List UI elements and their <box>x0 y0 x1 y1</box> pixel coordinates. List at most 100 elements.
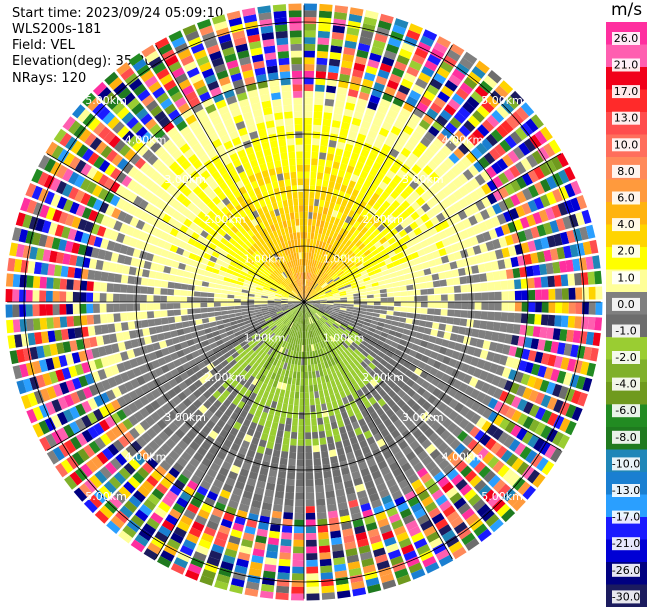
range-gate <box>343 480 354 489</box>
range-gate <box>477 447 489 460</box>
range-gate <box>229 152 239 162</box>
range-gate <box>126 285 134 294</box>
range-gate <box>214 246 223 254</box>
range-gate <box>388 484 400 495</box>
range-gate <box>192 79 206 90</box>
range-gate <box>346 326 353 333</box>
range-gate <box>565 420 577 436</box>
range-gate <box>350 332 358 339</box>
range-gate <box>234 564 248 575</box>
range-gate <box>500 449 513 463</box>
range-gate <box>235 264 244 271</box>
range-gate <box>485 372 495 384</box>
range-gate <box>313 253 317 261</box>
range-gate <box>241 254 250 261</box>
range-gate <box>128 78 143 91</box>
range-gate <box>44 191 55 205</box>
range-gate <box>254 304 262 308</box>
range-gate <box>367 198 376 207</box>
range-gate <box>379 524 392 535</box>
range-gate <box>319 369 324 377</box>
range-gate <box>527 199 538 213</box>
range-gate <box>229 260 238 268</box>
range-gate <box>272 380 279 388</box>
range-gate <box>116 396 127 408</box>
range-gate <box>124 340 133 350</box>
range-gate <box>113 374 124 386</box>
range-gate <box>137 337 146 347</box>
range-gate <box>449 43 465 56</box>
range-gate <box>128 266 137 276</box>
range-gate <box>338 243 345 251</box>
range-gate <box>309 385 314 392</box>
range-gate <box>345 271 353 277</box>
range-gate <box>369 442 379 452</box>
range-gate <box>272 351 279 359</box>
range-gate <box>469 518 484 532</box>
range-gate <box>105 429 117 442</box>
range-gate <box>237 277 245 283</box>
range-gate <box>201 258 209 265</box>
range-gate <box>214 307 221 312</box>
range-gate <box>339 325 346 331</box>
range-gate <box>475 60 490 74</box>
range-gate <box>298 432 304 440</box>
range-gate <box>511 410 522 423</box>
range-gate <box>473 347 482 358</box>
range-gate <box>250 282 258 287</box>
range-gate <box>503 258 513 269</box>
range-gate <box>328 253 335 260</box>
range-gate <box>349 226 357 235</box>
range-gate <box>422 556 437 568</box>
range-gate <box>269 323 276 330</box>
range-gate <box>287 302 295 304</box>
range-gate <box>361 385 369 394</box>
range-gate <box>348 335 356 342</box>
range-gate <box>209 277 217 284</box>
range-gate <box>307 286 311 294</box>
range-gate <box>275 329 282 336</box>
range-gate <box>506 453 519 467</box>
range-gate <box>428 335 437 344</box>
range-gate <box>408 349 418 358</box>
range-gate <box>390 429 401 439</box>
range-gate <box>425 562 440 574</box>
range-gate <box>328 65 340 74</box>
range-gate <box>110 399 122 411</box>
range-gate <box>363 357 371 366</box>
range-gate <box>391 353 400 362</box>
range-gate <box>447 205 457 216</box>
range-gate <box>256 445 265 454</box>
range-gate <box>396 205 406 214</box>
range-gate <box>325 159 333 168</box>
range-gate <box>317 363 323 371</box>
range-gate <box>305 304 311 309</box>
range-gate <box>254 302 261 305</box>
range-gate <box>247 375 255 384</box>
range-gate <box>170 563 186 575</box>
range-gate <box>9 242 19 257</box>
range-gate <box>229 183 238 193</box>
range-gate <box>331 324 338 331</box>
range-gate <box>536 224 547 237</box>
range-gate <box>477 124 490 137</box>
range-gate <box>322 315 328 321</box>
range-gate <box>466 275 474 284</box>
range-gate <box>343 47 356 56</box>
range-gate <box>318 206 324 214</box>
range-gate <box>356 49 369 59</box>
range-gate <box>392 384 401 394</box>
range-gate <box>284 369 290 377</box>
range-gate <box>346 294 354 298</box>
range-gate <box>391 67 405 78</box>
range-gate <box>181 108 194 120</box>
range-gate <box>134 423 146 435</box>
range-gate <box>132 195 143 207</box>
range-gate <box>351 341 359 349</box>
range-gate <box>309 317 313 324</box>
range-gate <box>168 61 182 73</box>
range-gate <box>362 164 372 174</box>
range-gate <box>341 245 348 253</box>
range-gate <box>377 517 390 528</box>
range-gate <box>70 436 82 450</box>
